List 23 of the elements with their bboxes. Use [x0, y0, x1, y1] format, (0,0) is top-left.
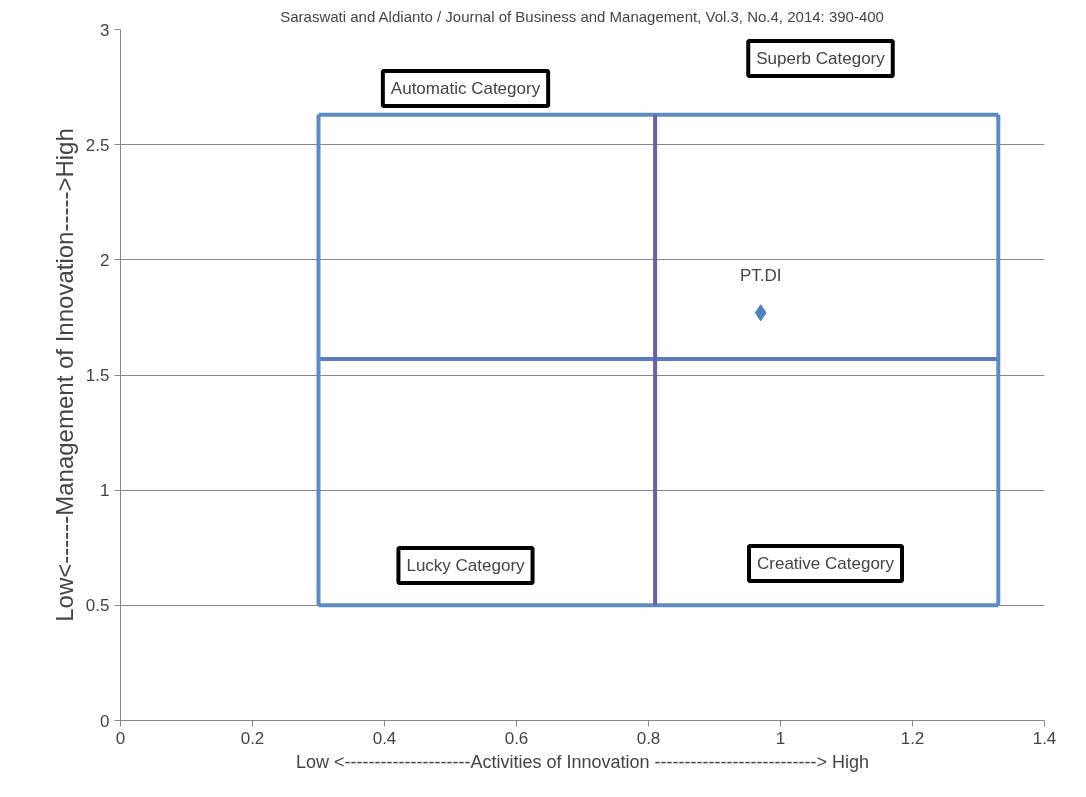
y-tick-label: 1	[100, 481, 110, 501]
y-tick-label: 2	[100, 250, 110, 270]
y-tick-label: 3	[100, 20, 110, 40]
y-tick-label: 0.5	[85, 596, 110, 616]
series-label: PT.DI	[739, 265, 782, 285]
x-tick-label: 0.2	[240, 728, 265, 748]
annotation: Superb Category	[756, 49, 886, 68]
x-tick-label: 0.8	[636, 728, 661, 748]
x-axis-title: Low <---------------------Activities of Innovation ---------------------------> High	[296, 751, 869, 772]
x-tick-label: 1	[775, 728, 786, 748]
x-tick-label: 0	[115, 728, 126, 748]
text: Saraswati and Aldianto / Journal of Business and Management, Vol.3, No.4, 2014: 390-400	[280, 7, 884, 25]
annotation: Lucky Category	[406, 556, 526, 575]
annotation: Creative Category	[757, 554, 895, 573]
y-tick-label: 0	[100, 711, 110, 731]
x-tick-label: 1.4	[1032, 728, 1057, 748]
x-tick-label: 1.2	[900, 728, 925, 748]
y-axis-title: Low<------Management of Innovation----->High	[50, 128, 78, 622]
x-tick-label: 0.6	[504, 728, 529, 748]
y-tick-label: 1.5	[85, 366, 110, 385]
y-tick-label: 2.5	[85, 135, 110, 155]
x-tick-label: 0.4	[372, 728, 397, 748]
annotation: Automatic Category	[390, 79, 541, 98]
